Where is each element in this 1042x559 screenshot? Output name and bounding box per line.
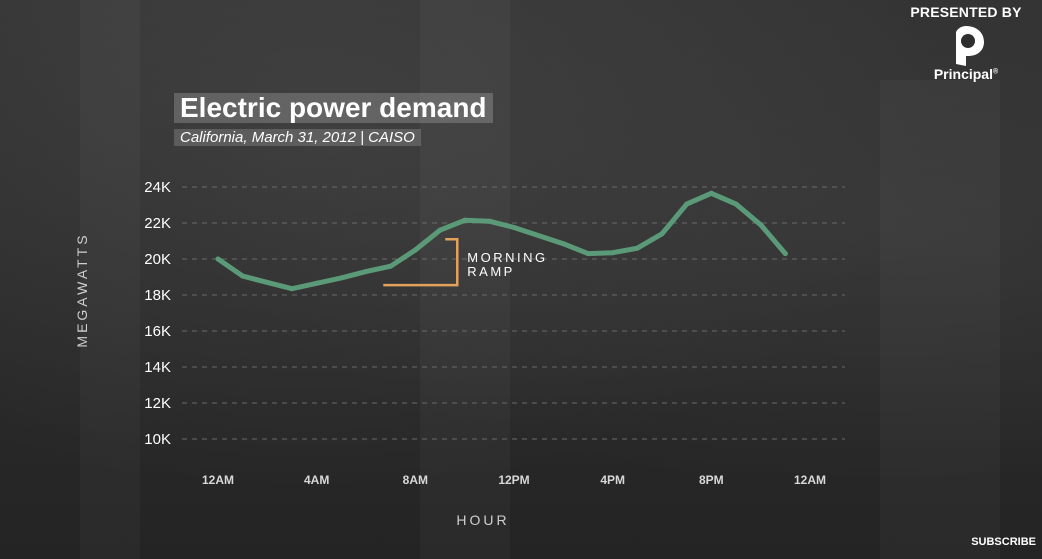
data-point [610,250,616,256]
data-point [758,222,764,228]
presented-by-label: PRESENTED BY [910,4,1022,20]
y-tick-label: 22K [144,215,171,232]
data-point [215,256,221,262]
chart-title: Electric power demand [174,93,493,123]
x-tick-label: 8PM [699,473,724,487]
data-point [708,190,714,196]
data-point [338,275,344,281]
x-tick-label: 12AM [202,473,234,487]
x-tick-label: 8AM [403,473,428,487]
subscribe-button[interactable]: SUBSCRIBE [971,536,1036,548]
data-point [289,286,295,292]
principal-logo-icon [956,26,984,66]
data-point [486,218,492,224]
sponsor-brand: PRESENTED BY Principal® [906,4,1026,82]
x-tick-label: 4PM [600,473,625,487]
y-tick-label: 10K [144,431,171,448]
series-line [215,190,788,292]
data-point [684,201,690,207]
x-tick-label: 4AM [304,473,329,487]
chart-subtitle: California, March 31, 2012 | CAISO [174,129,421,146]
morning-ramp-bracket [383,237,459,287]
annotation-label: RAMP [467,264,515,279]
data-point [462,217,468,223]
data-point [511,225,517,230]
data-point [363,269,369,275]
y-tick-label: 16K [144,323,171,340]
data-point [437,227,443,233]
data-point [264,279,270,285]
x-axis-label: HOUR [456,512,510,528]
data-point [659,231,665,237]
data-point [733,201,739,207]
brand-name: Principal® [933,66,999,82]
data-point [314,280,320,286]
data-point [782,251,788,257]
data-point [388,263,394,269]
data-point [412,247,418,253]
data-point [536,233,542,239]
annotation-label: MORNING [467,250,547,265]
data-point [634,245,640,251]
y-tick-label: 18K [144,287,171,304]
data-point [240,273,246,279]
y-tick-label: 12K [144,395,171,412]
x-tick-label: 12PM [498,473,529,487]
y-tick-label: 14K [144,359,171,376]
y-tick-label: 24K [144,179,171,196]
data-point [560,241,566,247]
y-tick-label: 20K [144,251,171,268]
data-point [585,251,591,257]
x-tick-label: 12AM [794,473,826,487]
